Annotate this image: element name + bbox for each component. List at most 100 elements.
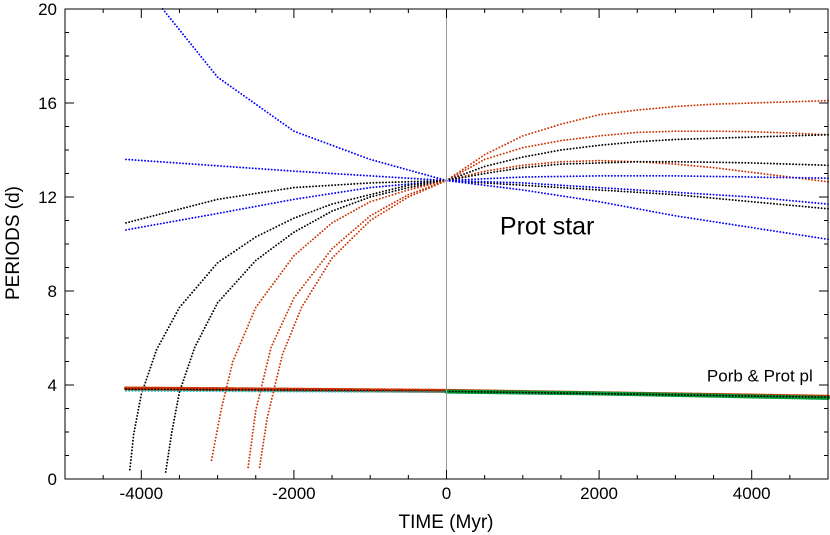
series-1-point-63 bbox=[324, 172, 327, 175]
series-13-point-118 bbox=[820, 164, 823, 167]
series-10-point-57 bbox=[620, 132, 623, 135]
series-2-point-33 bbox=[229, 210, 232, 213]
series-11-point-28 bbox=[534, 163, 537, 166]
series-8-point-23 bbox=[271, 394, 274, 397]
series-21-point-54 bbox=[299, 390, 302, 393]
series-17-point-113 bbox=[804, 234, 807, 237]
series-20-point-189 bbox=[728, 394, 731, 397]
series-15-point-113 bbox=[804, 176, 807, 179]
series-1-point-22 bbox=[194, 163, 197, 166]
series-10-point-31 bbox=[537, 143, 540, 146]
series-3-point-38 bbox=[242, 194, 244, 197]
series-20-point-56 bbox=[305, 389, 308, 392]
series-16-point-11 bbox=[480, 180, 483, 183]
series-5-point-116 bbox=[366, 197, 369, 200]
series-3-point-15 bbox=[170, 210, 173, 213]
series-17-point-29 bbox=[537, 191, 540, 194]
series-0-point-30 bbox=[224, 81, 227, 84]
series-3-point-20 bbox=[186, 206, 189, 209]
series-14-point-50 bbox=[604, 189, 607, 192]
series-0-point-64 bbox=[317, 139, 320, 142]
series-1-point-28 bbox=[213, 164, 216, 167]
series-20-point-32 bbox=[228, 388, 231, 391]
series-4-point-78 bbox=[233, 250, 235, 253]
series-9-point-7 bbox=[464, 166, 467, 169]
series-20-point-175 bbox=[683, 394, 686, 396]
series-5-point-53 bbox=[210, 312, 213, 315]
series-5-point-18 bbox=[173, 415, 176, 418]
series-12-point-96 bbox=[747, 136, 750, 139]
series-21-point-72 bbox=[356, 390, 359, 393]
series-13-point-62 bbox=[642, 160, 645, 163]
series-12-point-77 bbox=[687, 138, 690, 140]
series-10-point-106 bbox=[776, 131, 779, 134]
series-14-point-92 bbox=[738, 199, 740, 202]
series-6-point-58 bbox=[271, 283, 274, 286]
series-9-point-18 bbox=[495, 147, 498, 150]
series-12-point-33 bbox=[547, 151, 550, 154]
series-10-point-53 bbox=[607, 134, 610, 136]
series-20-point-159 bbox=[633, 393, 636, 396]
series-20-point-118 bbox=[502, 391, 505, 394]
series-13-point-81 bbox=[703, 161, 705, 164]
series-1-point-71 bbox=[350, 173, 353, 176]
series-13-point-79 bbox=[696, 161, 699, 163]
series-17-point-20 bbox=[509, 187, 512, 190]
series-17-point-111 bbox=[798, 233, 801, 236]
series-20-point-19 bbox=[186, 388, 189, 391]
series-11-point-117 bbox=[817, 179, 820, 182]
series-11-point-34 bbox=[553, 161, 556, 164]
series-12-point-18 bbox=[499, 161, 502, 164]
series-1-point-34 bbox=[232, 165, 235, 168]
series-20-point-114 bbox=[490, 391, 492, 393]
series-2-point-29 bbox=[216, 212, 219, 215]
series-7-point-54 bbox=[291, 300, 294, 302]
series-16-point-113 bbox=[804, 201, 807, 203]
series-14-point-75 bbox=[683, 194, 686, 197]
series-1-point-94 bbox=[423, 178, 426, 181]
series-15-point-89 bbox=[728, 175, 731, 178]
series-15-point-17 bbox=[499, 177, 502, 179]
series-20-point-130 bbox=[540, 391, 543, 394]
series-17-point-24 bbox=[521, 189, 524, 191]
series-4-point-39 bbox=[155, 348, 158, 351]
series-8-point-61 bbox=[315, 281, 318, 284]
series-16-point-51 bbox=[607, 187, 610, 190]
series-20-point-196 bbox=[750, 395, 753, 397]
y-tick-label-3: 12 bbox=[38, 188, 57, 207]
series-1 bbox=[125, 158, 448, 182]
series-10-point-17 bbox=[493, 155, 496, 158]
series-5-point-58 bbox=[218, 299, 221, 302]
series-12-point-11 bbox=[477, 167, 480, 170]
series-3-point-6 bbox=[143, 217, 146, 220]
series-11-point-93 bbox=[741, 170, 744, 173]
series-3-point-80 bbox=[375, 181, 378, 184]
series-4-point-3 bbox=[129, 459, 132, 461]
series-15-point-104 bbox=[776, 176, 779, 179]
series-9-point-84 bbox=[703, 103, 705, 106]
series-20-point-116 bbox=[496, 391, 499, 394]
series-16-point-70 bbox=[668, 190, 670, 193]
series-12-point-53 bbox=[610, 143, 613, 146]
series-9-point-95 bbox=[738, 102, 740, 105]
series-11-point-49 bbox=[601, 159, 604, 162]
series-8-point-81 bbox=[355, 232, 358, 235]
series-0-point-75 bbox=[350, 151, 353, 154]
series-0-point-20 bbox=[202, 58, 205, 61]
series-10-point-87 bbox=[715, 130, 718, 133]
series-9-point-79 bbox=[687, 104, 690, 107]
series-1-point-78 bbox=[372, 175, 375, 177]
series-12-point-55 bbox=[617, 142, 620, 145]
series-17-point-93 bbox=[741, 225, 744, 228]
series-1-point-3 bbox=[134, 159, 137, 162]
series-21-point-91 bbox=[416, 391, 419, 393]
series-5-point-84 bbox=[277, 242, 280, 245]
series-8-point-60 bbox=[314, 284, 317, 287]
series-9-point-77 bbox=[680, 105, 683, 108]
series-20-point-51 bbox=[289, 389, 292, 392]
series-21-point-20 bbox=[189, 390, 192, 393]
series-20-point-213 bbox=[804, 395, 807, 398]
series-5-point-83 bbox=[275, 244, 278, 247]
series-2-point-72 bbox=[353, 189, 356, 191]
series-13-point-87 bbox=[722, 161, 725, 164]
